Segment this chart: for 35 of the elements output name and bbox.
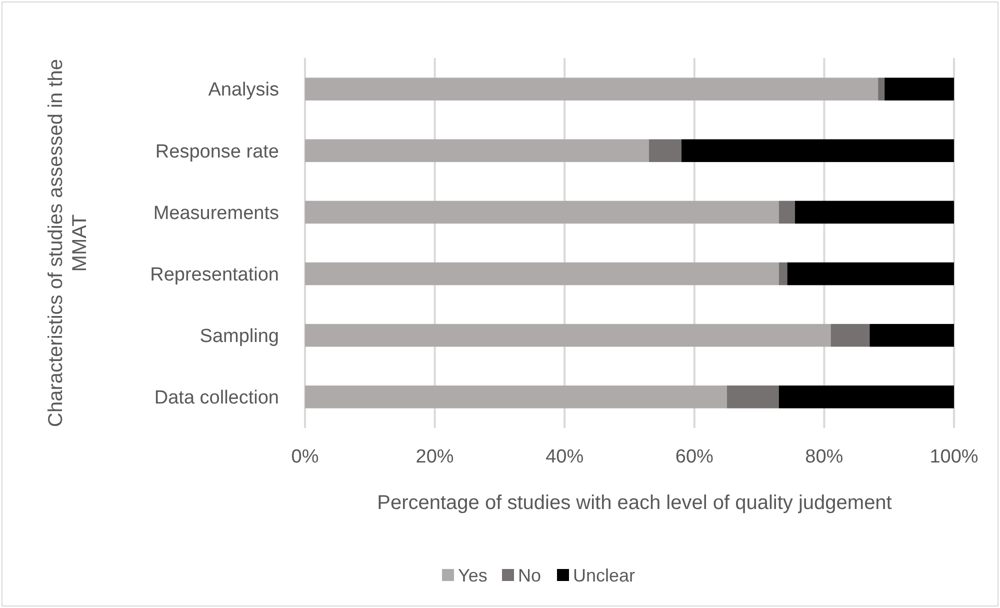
x-tick-label: 20%: [416, 446, 454, 468]
bar: [681, 139, 954, 162]
x-axis-title: Percentage of studies with each level of quality judgement: [377, 492, 892, 514]
x-tick-label: 80%: [805, 446, 844, 468]
y-tick-label: Response rate: [155, 141, 279, 162]
y-tick-label: Sampling: [200, 326, 279, 347]
bar: [794, 200, 954, 224]
x-tick-label: 100%: [930, 446, 978, 468]
legend-label: Unclear: [573, 565, 636, 586]
bar: [884, 78, 954, 100]
bar: [305, 200, 779, 224]
y-tick-label: Analysis: [208, 80, 279, 101]
bar: [830, 324, 870, 347]
bar: [648, 139, 682, 162]
x-tick-label: 40%: [546, 446, 584, 468]
y-tick-label: Representation: [150, 264, 279, 286]
legend-label: Yes: [458, 565, 488, 586]
bar: [305, 262, 779, 286]
x-tick-label: 0%: [291, 446, 319, 468]
bar: [726, 386, 779, 408]
bar: [878, 78, 885, 100]
bar: [305, 139, 649, 162]
y-axis-title: Characteristics of studies assessed in the MMAT: [45, 59, 91, 427]
bar: [305, 324, 831, 347]
legend-label: No: [518, 565, 542, 586]
x-tick-label: 60%: [675, 446, 714, 468]
y-tick-label: Measurements: [153, 202, 279, 224]
bar: [305, 386, 727, 408]
bar: [305, 78, 878, 100]
bar: [787, 262, 954, 286]
bar: [870, 324, 954, 347]
bar: [778, 262, 788, 286]
bar: [778, 386, 954, 408]
bar: [778, 200, 795, 224]
y-tick-label: Data collection: [154, 388, 279, 409]
